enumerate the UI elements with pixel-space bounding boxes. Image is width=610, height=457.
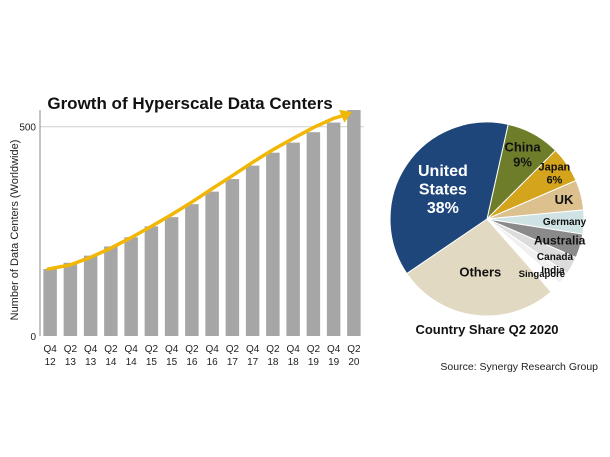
x-tick-label: 12: [45, 357, 57, 368]
x-tick-label: Q2: [266, 344, 280, 355]
trend-arrowhead: [339, 109, 352, 123]
y-tick-label: 0: [30, 332, 36, 343]
bar-chart-title: Growth of Hyperscale Data Centers: [47, 94, 332, 113]
bar: [83, 255, 98, 336]
x-tick-label: 18: [288, 357, 300, 368]
x-tick-label: 17: [247, 357, 259, 368]
bar: [205, 191, 219, 336]
x-tick-label: Q2: [347, 344, 361, 355]
x-tick-label: Q4: [205, 344, 219, 355]
bar: [144, 226, 159, 336]
x-tick-label: 19: [308, 357, 320, 368]
x-tick-label: Q4: [165, 344, 179, 355]
y-tick-label: 500: [19, 123, 36, 134]
y-axis-label: Number of Data Centers (Worldwide): [9, 140, 21, 321]
bar: [306, 132, 321, 336]
bar: [286, 142, 300, 336]
bar: [225, 179, 240, 336]
x-axis-ticks: Q4 12 Q2 13 Q4 13 Q2 14 Q4 14 Q2 15 Q4 15 Q2 16 Q4 16 Q2 17…: [43, 344, 361, 368]
x-tick-label: 15: [166, 357, 178, 368]
x-tick-label: Q4: [84, 344, 98, 355]
x-tick-label: Q4: [286, 344, 300, 355]
bars: [43, 110, 361, 336]
x-tick-label: 16: [186, 357, 198, 368]
x-tick-label: 16: [207, 357, 219, 368]
x-tick-label: Q4: [327, 344, 341, 355]
trend-line-path: [46, 113, 346, 271]
x-tick-label: 13: [65, 357, 77, 368]
x-tick-label: 18: [267, 357, 279, 368]
x-tick-label: 14: [126, 357, 138, 368]
bar: [266, 152, 280, 336]
bar: [43, 269, 57, 336]
x-tick-label: Q2: [307, 344, 321, 355]
bar: [63, 262, 78, 336]
x-tick-label: Q2: [145, 344, 159, 355]
bar: [245, 165, 260, 336]
x-tick-label: 20: [348, 357, 360, 368]
bar: [164, 217, 179, 336]
x-tick-label: 13: [85, 357, 97, 368]
y-axis-ticks: 0 500: [19, 123, 36, 343]
gridlines: [39, 110, 364, 336]
x-tick-label: Q2: [226, 344, 240, 355]
bar: [347, 110, 361, 336]
bar: [104, 246, 118, 336]
x-tick-label: 17: [227, 357, 239, 368]
x-tick-label: Q2: [64, 344, 78, 355]
x-tick-label: Q4: [43, 344, 57, 355]
x-tick-label: 15: [146, 357, 158, 368]
trend-line: [46, 109, 352, 271]
bar: [326, 122, 341, 336]
bar: [124, 237, 138, 336]
x-tick-label: 14: [105, 357, 117, 368]
x-tick-label: Q4: [124, 344, 138, 355]
x-tick-label: Q2: [185, 344, 199, 355]
x-tick-label: 19: [328, 357, 340, 368]
x-tick-label: Q4: [246, 344, 260, 355]
x-tick-label: Q2: [104, 344, 118, 355]
bar: [185, 204, 199, 336]
